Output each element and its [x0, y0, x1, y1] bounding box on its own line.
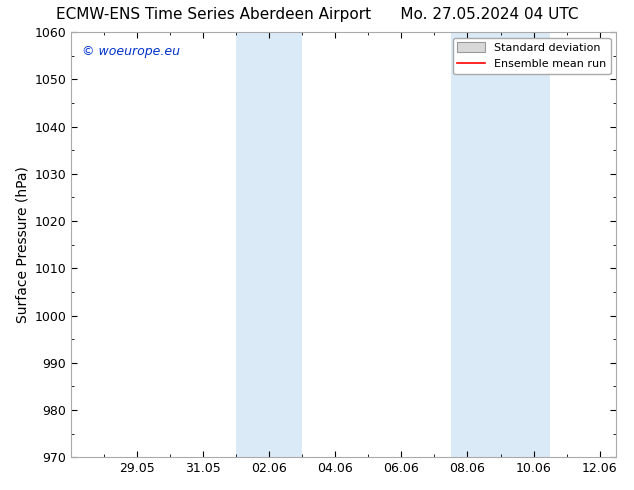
Legend: Standard deviation, Ensemble mean run: Standard deviation, Ensemble mean run — [453, 38, 611, 74]
Bar — [451, 32, 550, 457]
Text: ECMW-ENS Time Series Aberdeen Airport      Mo. 27.05.2024 04 UTC: ECMW-ENS Time Series Aberdeen Airport Mo… — [56, 7, 578, 23]
Text: © woeurope.eu: © woeurope.eu — [82, 45, 180, 58]
Y-axis label: Surface Pressure (hPa): Surface Pressure (hPa) — [15, 166, 29, 323]
Bar — [236, 32, 302, 457]
